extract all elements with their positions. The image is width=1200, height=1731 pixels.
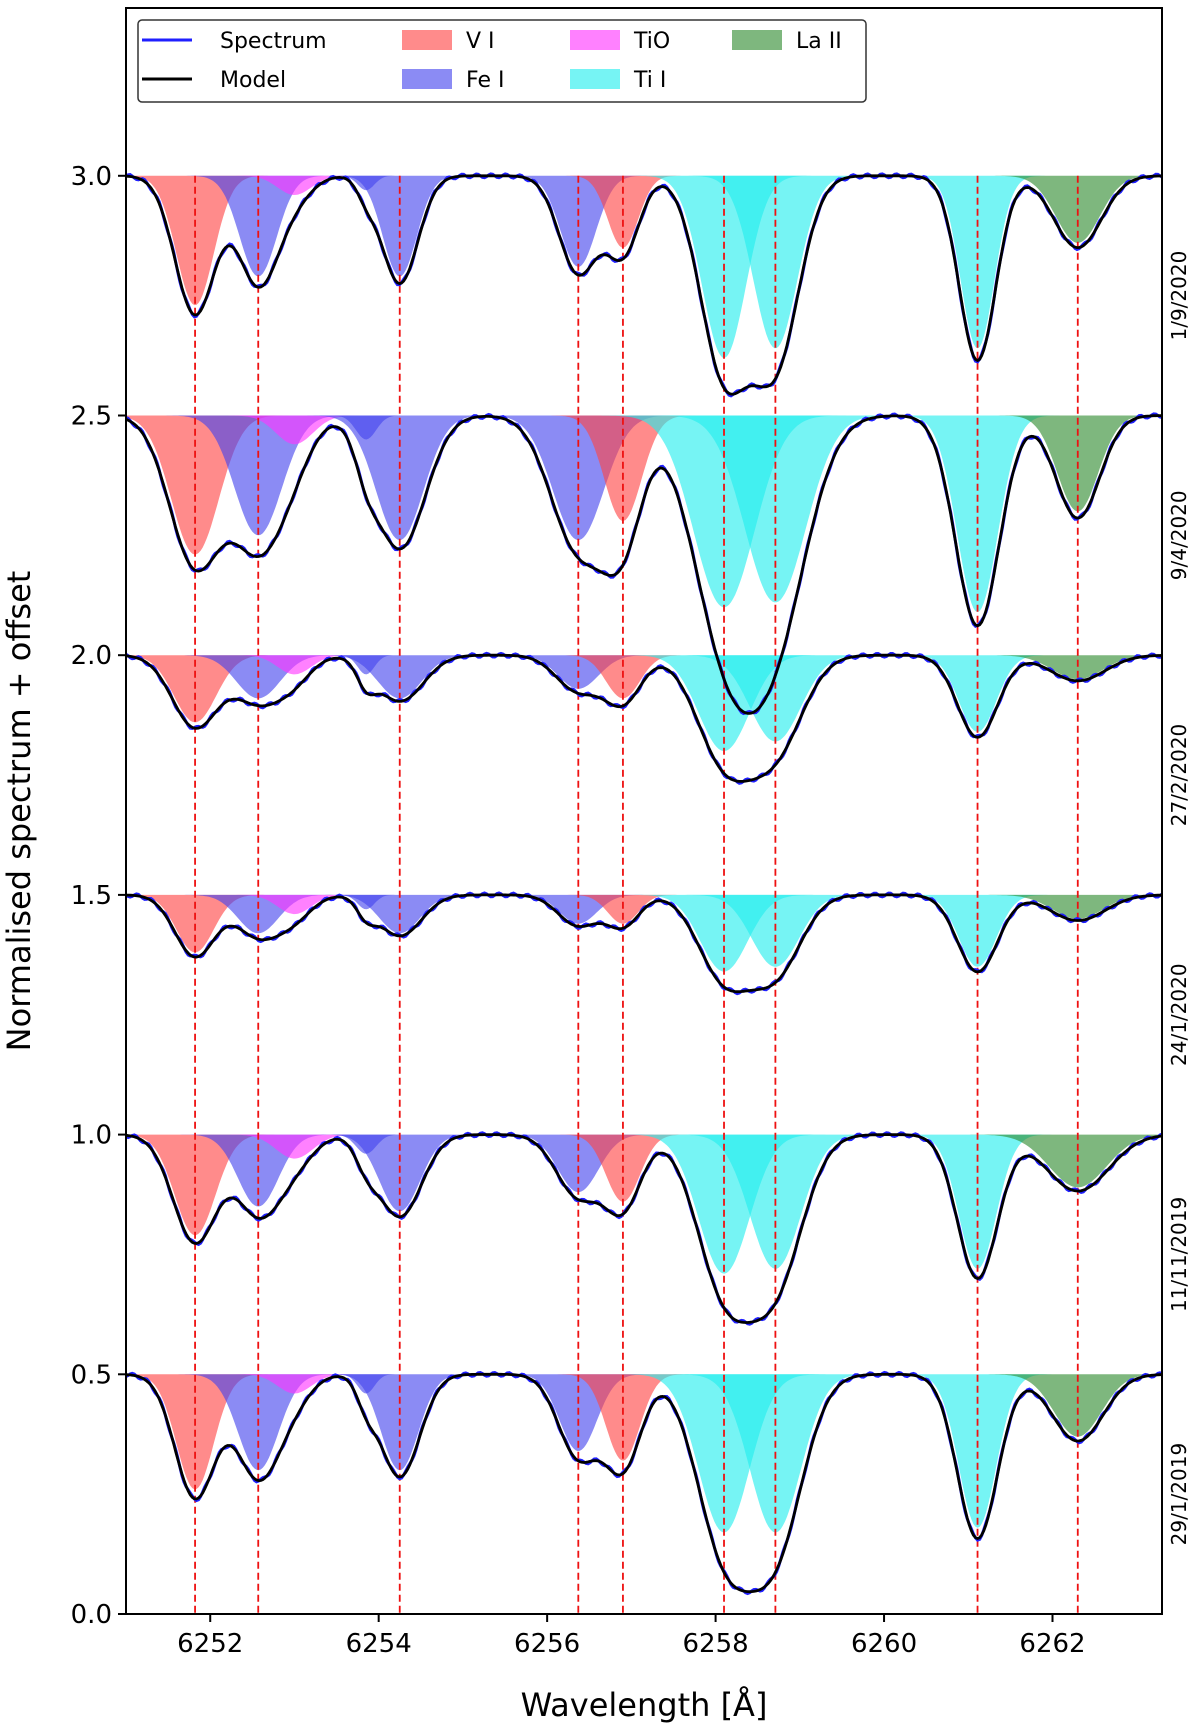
date-label-29-1-2019: 29/1/2019 bbox=[1167, 1443, 1191, 1546]
fill-fe-i-9-4-2020-4 bbox=[126, 415, 1162, 541]
y-tick-label-1-5: 1.5 bbox=[71, 881, 112, 911]
legend-swatch-fe-i bbox=[402, 69, 452, 89]
date-label-24-1-2020: 24/1/2020 bbox=[1167, 963, 1191, 1066]
legend-swatch-tio bbox=[570, 30, 620, 50]
plot-frame bbox=[125, 7, 1163, 1615]
y-tick-label-1-0: 1.0 bbox=[71, 1121, 112, 1151]
model-line-1-9-2020 bbox=[126, 174, 1162, 396]
fill-la-ii-1-9-2020-10 bbox=[126, 175, 1162, 243]
date-label-27-2-2020: 27/2/2020 bbox=[1167, 724, 1191, 827]
model-line-29-1-2019 bbox=[126, 1372, 1162, 1594]
plot-area bbox=[126, 172, 1162, 1614]
legend-label-spectrum: Spectrum bbox=[220, 29, 327, 54]
fill-la-ii-9-4-2020-10 bbox=[126, 415, 1162, 512]
date-label-9-4-2020: 9/4/2020 bbox=[1167, 490, 1191, 580]
fill-la-ii-29-1-2019-10 bbox=[126, 1374, 1162, 1437]
legend-swatch-v-i bbox=[402, 30, 452, 50]
date-label-1-9-2020: 1/9/2020 bbox=[1167, 251, 1191, 341]
y-tick-label-0-5: 0.5 bbox=[71, 1360, 112, 1390]
model-line-27-2-2020 bbox=[126, 653, 1162, 783]
axes: 6252 6254 6256 6258 6260 6262 0.0 0.5 1.0 1.5 2.0 2… bbox=[71, 162, 1086, 1659]
fill-la-ii-27-2-2020-10 bbox=[126, 655, 1162, 680]
fill-v-i-9-4-2020-6 bbox=[126, 415, 1162, 521]
legend-label-tio: TiO bbox=[633, 29, 670, 54]
x-tick-label-6260: 6260 bbox=[851, 1629, 917, 1659]
epoch-date-labels: 1/9/2020 9/4/2020 27/2/2020 24/1/2020 11/11/… bbox=[1167, 251, 1191, 1546]
y-tick-label-2-0: 2.0 bbox=[71, 641, 112, 671]
fill-v-i-1-9-2020-6 bbox=[126, 175, 1162, 248]
x-tick-label-6256: 6256 bbox=[514, 1629, 580, 1659]
x-tick-label-6252: 6252 bbox=[177, 1629, 243, 1659]
y-tick-label-2-5: 2.5 bbox=[71, 401, 112, 431]
fill-fe-i-29-1-2019-1 bbox=[126, 1374, 1162, 1471]
legend-label-fe-i: Fe I bbox=[466, 68, 504, 93]
fill-fe-i-9-4-2020-1 bbox=[126, 415, 1162, 536]
legend-label-la-ii: La II bbox=[796, 29, 842, 54]
model-line-9-4-2020 bbox=[126, 414, 1162, 715]
model-line-11-11-2019 bbox=[126, 1133, 1162, 1324]
fill-v-i-24-1-2020-6 bbox=[126, 894, 1162, 924]
fill-ti-i-9-4-2020-9 bbox=[126, 415, 1162, 612]
fill-la-ii-11-11-2019-10 bbox=[126, 1134, 1162, 1188]
fill-fe-i-1-9-2020-4 bbox=[126, 175, 1162, 277]
legend-swatch-ti-i bbox=[570, 69, 620, 89]
date-label-11-11-2019: 11/11/2019 bbox=[1167, 1197, 1191, 1312]
x-axis-title: Wavelength [Å] bbox=[521, 1686, 768, 1724]
fill-fe-i-24-1-2020-4 bbox=[126, 894, 1162, 934]
fill-v-i-11-11-2019-6 bbox=[126, 1134, 1162, 1202]
x-tick-label-6262: 6262 bbox=[1019, 1629, 1085, 1659]
legend-label-v-i: V I bbox=[466, 29, 495, 54]
model-line-24-1-2020 bbox=[126, 893, 1162, 994]
fill-fe-i-1-9-2020-1 bbox=[126, 175, 1162, 277]
fill-fe-i-27-2-2020-1 bbox=[126, 655, 1162, 699]
fill-fe-i-29-1-2019-4 bbox=[126, 1374, 1162, 1471]
y-tick-label-0-0: 0.0 bbox=[71, 1600, 112, 1630]
y-axis-title: Normalised spectrum + offset bbox=[0, 571, 38, 1052]
fill-v-i-29-1-2019-6 bbox=[126, 1374, 1162, 1461]
legend: Spectrum Model V I Fe I TiO Ti I La II bbox=[137, 19, 867, 103]
fill-fe-i-11-11-2019-4 bbox=[126, 1134, 1162, 1212]
x-tick-label-6254: 6254 bbox=[346, 1629, 412, 1659]
legend-label-ti-i: Ti I bbox=[633, 68, 666, 93]
fill-fe-i-24-1-2020-1 bbox=[126, 894, 1162, 934]
fill-la-ii-24-1-2020-10 bbox=[126, 894, 1162, 919]
x-tick-label-6258: 6258 bbox=[683, 1629, 749, 1659]
fill-fe-i-27-2-2020-4 bbox=[126, 655, 1162, 699]
absorption-fills bbox=[126, 175, 1162, 1533]
line-markers bbox=[194, 175, 1079, 1614]
legend-label-model: Model bbox=[220, 68, 286, 93]
fill-v-i-27-2-2020-6 bbox=[126, 655, 1162, 699]
spectrum-curves bbox=[126, 172, 1162, 1596]
legend-swatch-la-ii bbox=[732, 30, 782, 50]
legend-box bbox=[137, 19, 867, 103]
y-tick-label-3-0: 3.0 bbox=[71, 162, 112, 192]
fill-fe-i-11-11-2019-1 bbox=[126, 1134, 1162, 1207]
